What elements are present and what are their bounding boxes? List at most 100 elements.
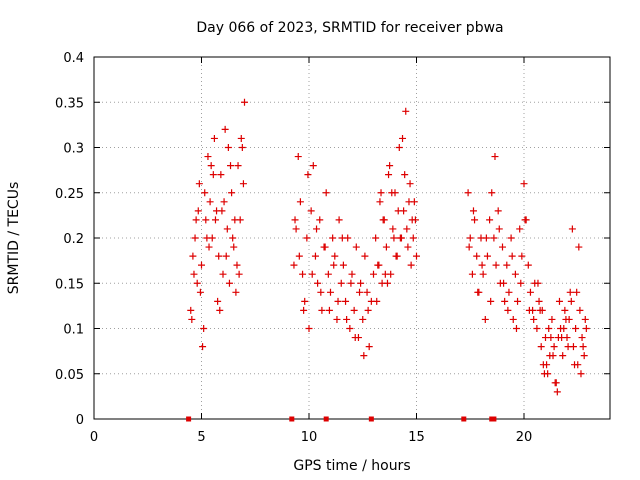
data-point [239,180,247,188]
y-tick-label: 0.1 [63,323,84,338]
data-point [241,98,248,106]
data-point [325,306,333,314]
data-point [229,234,237,242]
data-point [549,352,557,360]
data-point [550,343,558,351]
data-point [311,252,319,260]
data-point [533,325,541,332]
data-point [499,243,506,251]
data-point [376,198,384,206]
data-point [503,261,511,269]
data-point [543,361,551,369]
plot-frame [93,56,611,420]
y-tick-label: 0.2 [63,232,84,247]
data-point [394,207,402,215]
data-point [406,180,414,188]
data-point [203,234,211,242]
x-tick-label: 10 [301,430,318,445]
data-point [206,198,214,206]
data-point [216,306,224,314]
data-point [383,279,391,287]
data-point [322,189,330,197]
data-point [290,261,298,269]
data-point [231,216,239,224]
data-point [474,288,482,296]
data-point [405,198,413,206]
data-point [504,306,512,314]
data-point [295,252,303,260]
data-point [486,216,494,224]
data-point [314,279,322,287]
data-point [304,171,312,179]
data-point [578,334,586,342]
data-point [211,216,219,224]
data-point [379,216,387,224]
data-point [508,252,516,260]
data-point [562,315,570,323]
axis-marker [186,416,192,422]
data-point [540,370,548,378]
data-point [308,270,316,278]
data-point [516,225,524,233]
data-point [339,261,347,269]
data-point [389,225,397,233]
axis-marker [461,416,467,422]
data-point [359,315,367,323]
data-point [487,297,495,305]
data-point [375,261,383,269]
data-point [342,297,350,305]
data-point [348,270,356,278]
y-tick-label: 0 [76,413,84,428]
data-point [511,270,519,278]
data-point [305,325,313,332]
data-point [237,134,245,142]
data-point [200,325,208,332]
data-point [468,270,476,278]
data-point [572,325,580,332]
data-point [370,270,377,278]
data-point [392,252,400,260]
chart-title: Day 066 of 2023, SRMTID for receiver pbw… [196,20,503,36]
data-point [514,297,522,305]
data-point [307,207,315,215]
data-point [551,379,559,387]
data-point [560,325,568,332]
data-point [571,361,579,369]
data-point [507,234,515,242]
data-point [517,279,525,287]
data-point [547,334,555,342]
data-point [350,306,358,314]
data-point [525,306,533,314]
y-tick-label: 0.35 [55,96,84,111]
data-point [471,216,479,224]
data-point [548,315,556,323]
data-point [222,252,230,260]
data-point [205,243,213,251]
data-point [466,234,474,242]
data-point [191,234,199,242]
data-point [300,306,308,314]
data-point [217,171,225,179]
data-point [329,234,337,242]
data-point [190,270,198,278]
data-point [318,306,326,314]
y-axis-title: SRMTID / TECUs [6,182,22,295]
data-point [347,279,355,287]
data-point [202,216,210,224]
data-point [404,243,412,251]
data-point [338,234,346,242]
data-point [352,243,360,251]
grid-lines [94,57,610,419]
axis-ticks: 0 5 10 15 20 0 0.05 0.1 0.15 0.2 0.25 0.3 0.35 0.4 [55,51,610,445]
data-point [193,279,201,287]
data-point [495,225,503,233]
data-point [390,234,398,242]
x-tick-label: 15 [408,430,425,445]
data-point [316,216,324,224]
data-point [335,216,343,224]
data-point [334,297,342,305]
data-point [464,189,472,197]
data-point [490,234,498,242]
data-point [220,198,228,206]
